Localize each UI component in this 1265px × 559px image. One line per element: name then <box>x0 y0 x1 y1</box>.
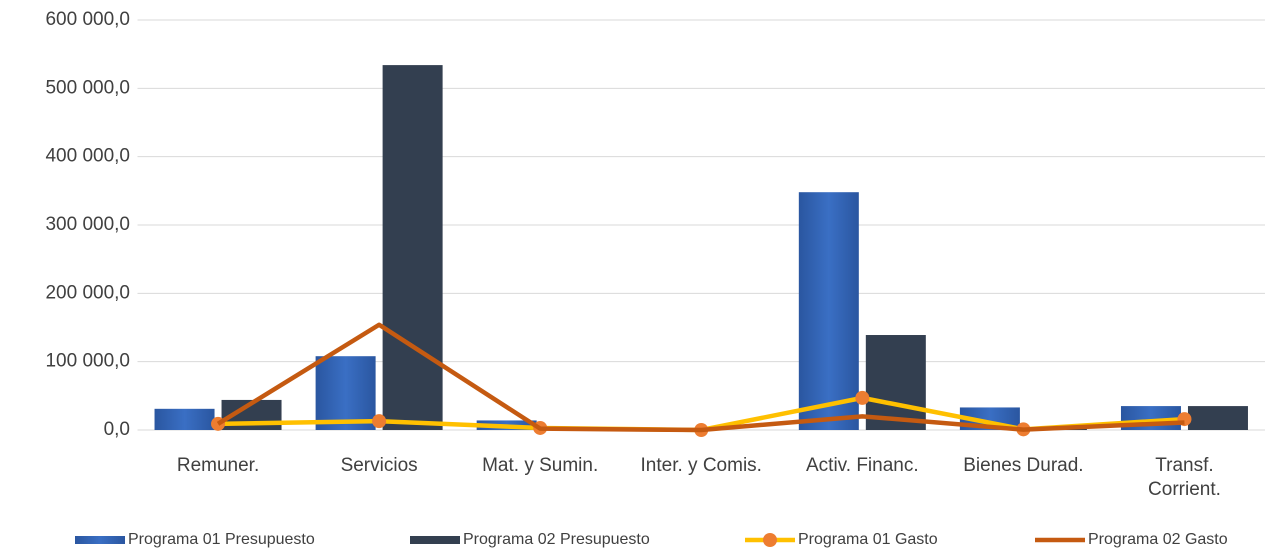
y-tick-label: 100 000,0 <box>45 351 130 372</box>
legend-label: Programa 02 Presupuesto <box>463 531 650 548</box>
legend-label: Programa 02 Gasto <box>1088 531 1228 548</box>
y-tick-label: 0,0 <box>104 419 130 440</box>
legend-label: Programa 01 Gasto <box>798 531 938 548</box>
y-tick-label: 300 000,0 <box>45 214 130 235</box>
line <box>216 322 1185 433</box>
legend-label: Programa 01 Presupuesto <box>128 531 315 548</box>
bar <box>865 335 926 430</box>
y-tick-label: 600 000,0 <box>45 9 130 30</box>
bar <box>1187 406 1248 430</box>
y-tick-label: 200 000,0 <box>45 282 130 303</box>
legend-swatch <box>410 536 460 544</box>
x-tick-label: Servicios <box>341 455 418 476</box>
bar <box>154 408 215 430</box>
x-tick-label: Transf. Corrient. <box>1148 455 1221 500</box>
y-tick-label: 400 000,0 <box>45 146 130 167</box>
legend-swatch <box>75 536 125 544</box>
x-tick-label: Mat. y Sumin. <box>482 455 598 476</box>
legend-marker <box>763 533 777 547</box>
point <box>372 414 387 429</box>
y-tick-label: 500 000,0 <box>45 77 130 98</box>
x-tick-label: Remuner. <box>177 455 259 476</box>
bar <box>798 192 859 430</box>
x-tick-label: Activ. Financ. <box>806 455 919 476</box>
bar <box>382 65 443 430</box>
bar <box>315 356 376 430</box>
x-tick-label: Inter. y Comis. <box>641 455 762 476</box>
point <box>855 390 870 405</box>
x-tick-label: Bienes Durad. <box>963 455 1083 476</box>
